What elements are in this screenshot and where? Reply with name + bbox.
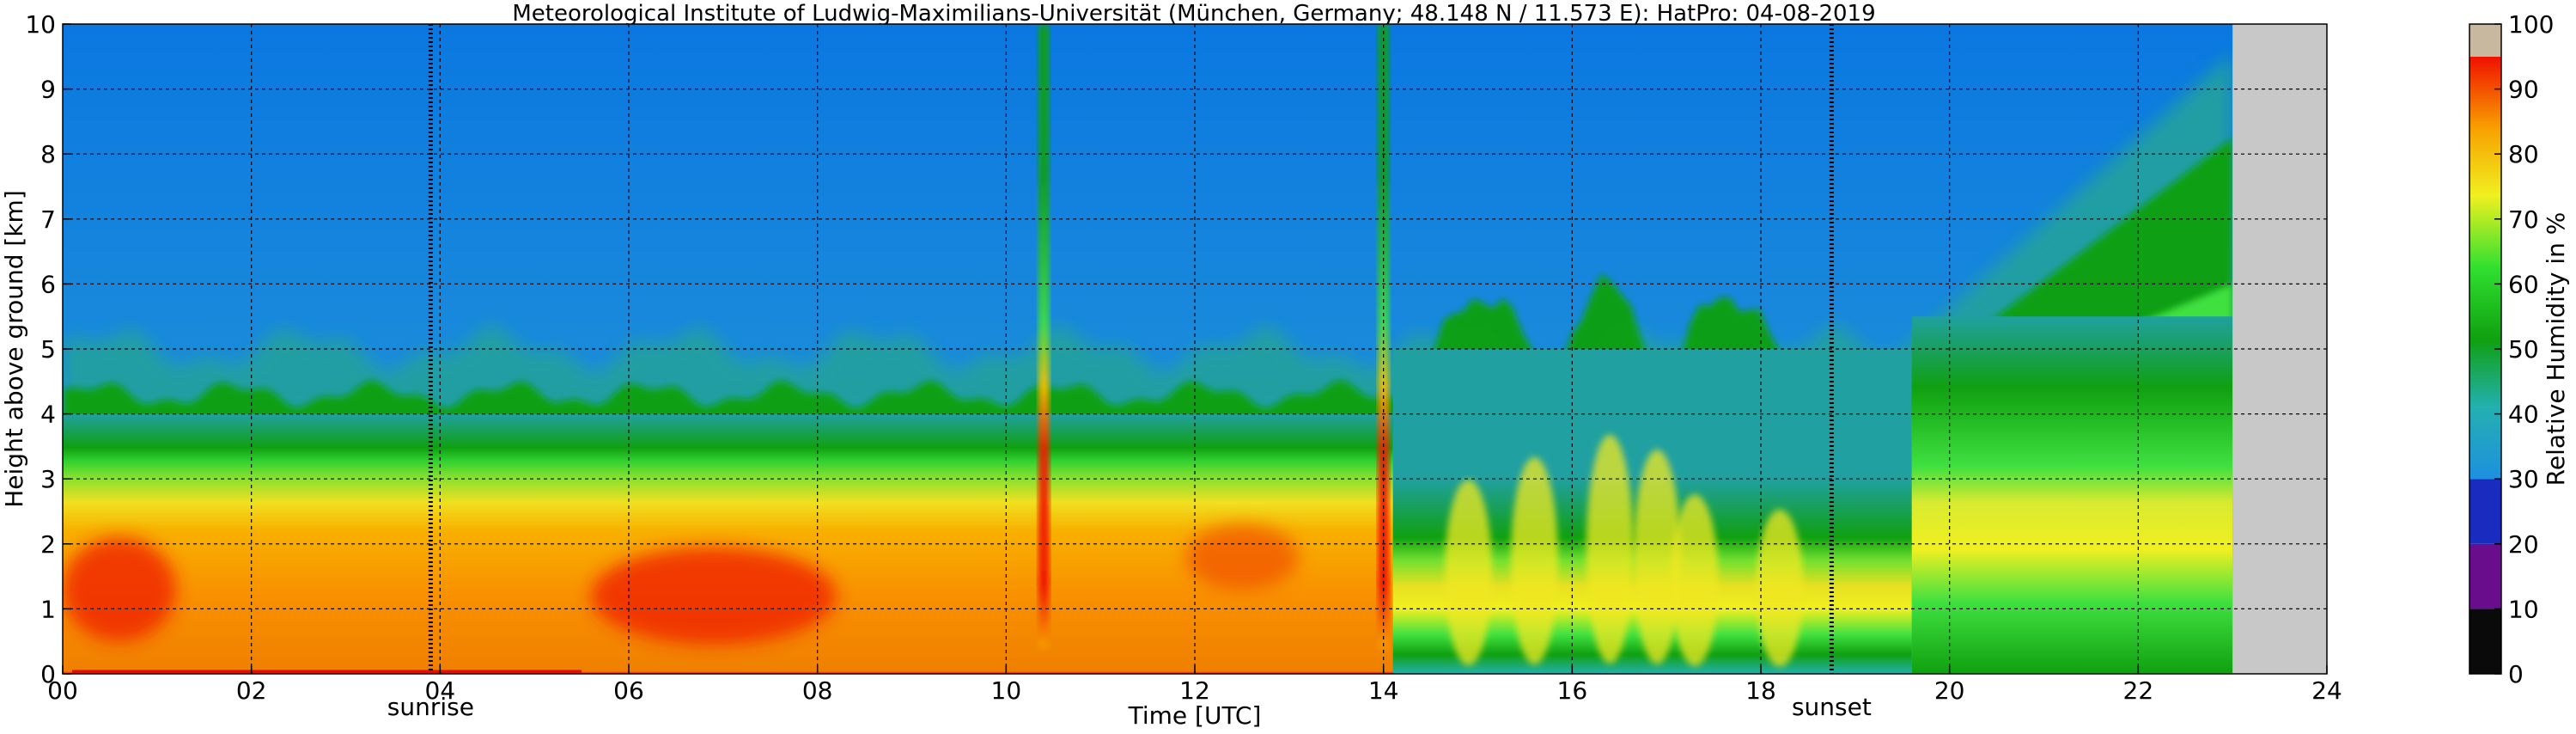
- x-tick-label: 00: [47, 676, 78, 705]
- surface-layer: [71, 670, 582, 674]
- colorbar: 0 10 20 30 40 50 60 70 80 90 100: [2469, 10, 2554, 688]
- humid-core-morning: [591, 547, 837, 645]
- x-tick-label: 18: [1745, 676, 1776, 705]
- x-tick-label: 14: [1368, 676, 1399, 705]
- y-tick-label: 7: [40, 205, 56, 234]
- colorbar-tick-label: 70: [2508, 205, 2539, 234]
- colorbar-tick-label: 90: [2508, 76, 2539, 104]
- plume-5: [1756, 509, 1804, 667]
- colorbar-tick-label: 60: [2508, 270, 2539, 298]
- colorbar-segment: [2469, 609, 2501, 674]
- y-tick-label: 5: [40, 335, 56, 364]
- x-tick-label: 20: [1934, 676, 1965, 705]
- colorbar-tick-label: 80: [2508, 140, 2539, 168]
- colorbar-label: Relative Humidity in %: [2542, 212, 2570, 486]
- y-tick-label: 6: [40, 270, 56, 298]
- y-axis-label: Height above ground [km]: [0, 190, 28, 508]
- x-tick-label: 12: [1179, 676, 1210, 705]
- x-axis: 00 02 04 06 08 10 12 14 16 18 20 22 24: [47, 665, 2342, 705]
- plume-2: [1586, 434, 1634, 664]
- humid-core-early: [63, 537, 176, 642]
- x-axis-label: Time [UTC]: [1128, 701, 1262, 730]
- y-tick-label: 0: [40, 660, 56, 688]
- plot-area: [63, 24, 2327, 674]
- colorbar-tick-label: 40: [2508, 401, 2539, 429]
- colorbar-tick-label: 100: [2508, 10, 2554, 39]
- convective-plumes: [1445, 434, 1804, 667]
- humid-core-noon: [1185, 524, 1299, 590]
- x-tick-label: 24: [2311, 676, 2342, 705]
- x-tick-label: 02: [236, 676, 267, 705]
- plume-4: [1671, 494, 1719, 666]
- plume-0: [1445, 479, 1492, 666]
- sunrise-label: sunrise: [387, 693, 474, 721]
- plume-3: [1633, 450, 1681, 664]
- colorbar-tick-label: 30: [2508, 465, 2539, 493]
- spike-0: [1038, 24, 1050, 648]
- y-tick-label: 1: [40, 595, 56, 623]
- x-tick-label: 08: [802, 676, 833, 705]
- grid-lines: [63, 24, 2327, 674]
- x-tick-label: 22: [2123, 676, 2154, 705]
- humidity-spikes: [71, 24, 1389, 674]
- colorbar-segment: [2469, 479, 2501, 544]
- plume-1: [1510, 456, 1558, 665]
- sunset-label: sunset: [1792, 693, 1872, 721]
- x-tick-label: 06: [613, 676, 644, 705]
- x-tick-label: 04: [425, 676, 456, 705]
- colorbar-tick-label: 0: [2508, 660, 2524, 688]
- y-tick-label: 8: [40, 140, 56, 168]
- colorbar-segment: [2469, 543, 2501, 609]
- x-tick-label: 16: [1557, 676, 1588, 705]
- colorbar-tick-label: 50: [2508, 335, 2539, 364]
- x-tick-label: 10: [991, 676, 1022, 705]
- y-tick-label: 4: [40, 401, 56, 429]
- y-tick-label: 9: [40, 76, 56, 104]
- y-tick-label: 10: [25, 10, 56, 39]
- colorbar-tick-label: 20: [2508, 530, 2539, 559]
- colorbar-gradient: [2469, 56, 2501, 480]
- y-axis: 0 1 2 3 4 5 6 7 8 9 10: [25, 10, 71, 688]
- y-tick-label: 2: [40, 530, 56, 559]
- chart-title: Meteorological Institute of Ludwig-Maxim…: [512, 1, 1875, 27]
- y-tick-label: 3: [40, 465, 56, 493]
- sun-markers: sunrise sunset: [387, 24, 1872, 721]
- evening-layer: [1911, 316, 2233, 674]
- colorbar-segment: [2469, 24, 2501, 57]
- colorbar-tick-label: 10: [2508, 595, 2539, 623]
